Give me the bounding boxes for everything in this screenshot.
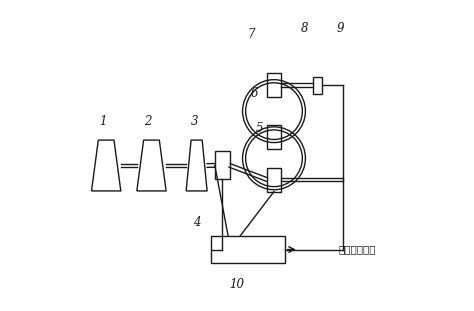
Text: 降螺输出信号: 降螺输出信号: [339, 244, 376, 254]
Text: 9: 9: [337, 22, 344, 35]
Text: 7: 7: [247, 29, 255, 41]
Text: 5: 5: [256, 122, 264, 135]
Bar: [313, 77, 322, 94]
Text: 4: 4: [193, 216, 201, 229]
Text: 6: 6: [250, 87, 258, 100]
Text: 2: 2: [145, 115, 152, 128]
Text: 1: 1: [99, 115, 107, 128]
Bar: [211, 236, 285, 263]
Text: 3: 3: [191, 115, 199, 128]
Text: 8: 8: [301, 22, 309, 35]
Bar: [215, 151, 229, 179]
Bar: [267, 125, 281, 149]
Bar: [267, 73, 281, 97]
Bar: [267, 168, 281, 192]
Text: 10: 10: [229, 277, 245, 290]
